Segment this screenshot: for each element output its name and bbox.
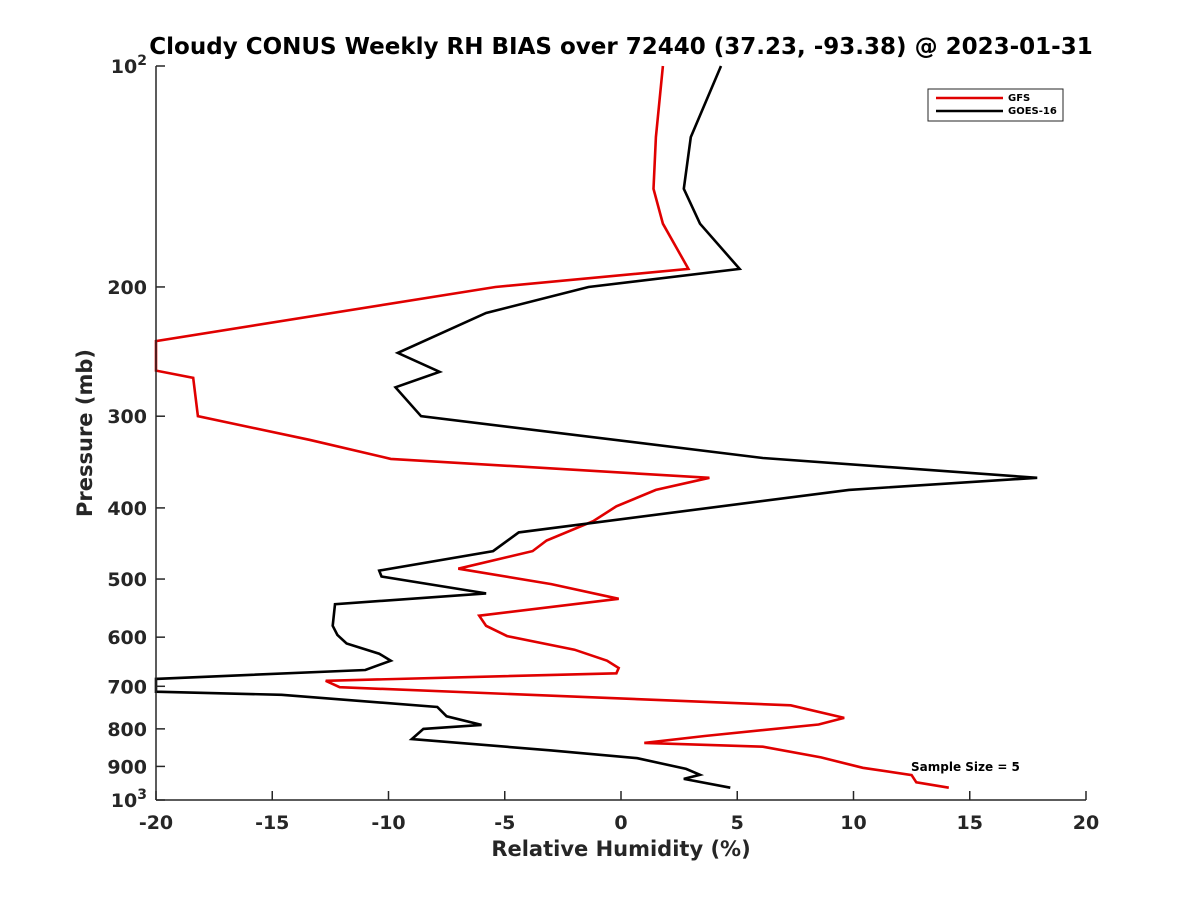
x-tick-label: 5 [731, 812, 744, 834]
y-tick-label: 102 [111, 53, 147, 78]
y-tick-label: 400 [107, 498, 147, 520]
plot-lines [154, 65, 1038, 789]
y-tick-label: 500 [107, 569, 147, 591]
y-tick-label: 600 [107, 627, 147, 649]
legend: GFS GOES-16 [927, 88, 1064, 122]
y-axis-label: Pressure (mb) [73, 349, 97, 517]
x-axis-label: Relative Humidity (%) [491, 837, 750, 861]
legend-box [927, 88, 1064, 122]
x-tick-label: 10 [840, 812, 866, 834]
y-tick-label: 800 [107, 719, 147, 741]
axes-frame [155, 66, 1086, 801]
x-ticks: -20 -15 -10 -5 0 5 10 15 20 [139, 791, 1099, 834]
x-tick-label: 20 [1073, 812, 1099, 834]
y-ticks: 102 200 300 400 500 600 700 800 900 103 [107, 53, 165, 812]
series-line-gfs [154, 65, 950, 789]
y-tick-label: 103 [111, 787, 147, 812]
legend-label-goes16: GOES-16 [1008, 106, 1057, 117]
y-tick-label: 300 [107, 406, 147, 428]
x-tick-label: -10 [371, 812, 405, 834]
chart-title: Cloudy CONUS Weekly RH BIAS over 72440 (… [149, 34, 1092, 60]
legend-label-gfs: GFS [1008, 93, 1030, 104]
x-tick-label: 15 [957, 812, 983, 834]
x-tick-label: -15 [255, 812, 289, 834]
series-line-goes-16 [154, 65, 1038, 789]
sample-size-annotation: Sample Size = 5 [911, 760, 1020, 774]
y-tick-label: 700 [107, 676, 147, 698]
x-tick-label: 0 [614, 812, 627, 834]
y-tick-label: 200 [107, 277, 147, 299]
x-tick-label: -20 [139, 812, 173, 834]
y-tick-label: 900 [107, 756, 147, 778]
x-tick-label: -5 [494, 812, 515, 834]
